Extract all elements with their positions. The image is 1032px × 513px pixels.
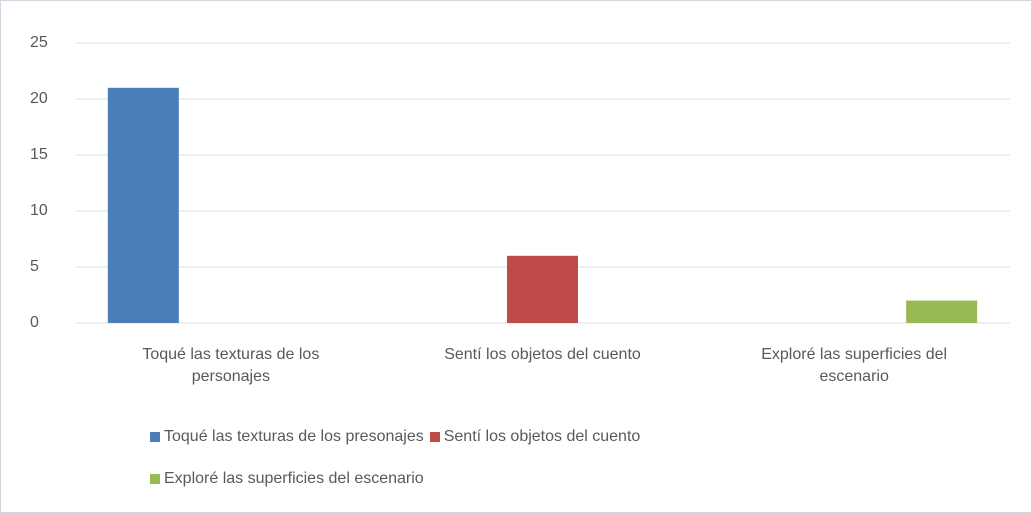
legend-swatch (150, 432, 160, 442)
legend-label: Toqué las texturas de los presonajes (164, 428, 424, 445)
y-tick-label: 25 (30, 34, 48, 51)
y-tick-label: 0 (30, 314, 39, 331)
legend-entry: Toqué las texturas de los presonajes (150, 426, 424, 448)
y-tick-label: 20 (30, 90, 48, 107)
x-tick-label: Sentí los objetos del cuento (444, 346, 641, 363)
bar (507, 255, 578, 323)
y-tick-label: 15 (30, 146, 48, 163)
legend-entry: Exploré las superficies del escenario (150, 468, 424, 490)
legend: Toqué las texturas de los presonajes Sent… (150, 426, 850, 490)
legend-swatch (429, 432, 440, 442)
legend-entry: Sentí los objetos del cuento (429, 426, 641, 448)
legend-label: Sentí los objetos del cuento (443, 428, 641, 445)
bar (906, 300, 978, 323)
legend-swatch (150, 474, 160, 484)
bar (107, 87, 179, 323)
legend-label: Exploré las superficies del escenario (164, 470, 424, 487)
x-tick-label: Exploré las superficies del escenario (761, 346, 948, 385)
y-tick-label: 10 (30, 202, 48, 219)
y-tick-label: 5 (30, 258, 39, 275)
x-tick-label: Toqué las texturas de los personajes (142, 346, 320, 385)
